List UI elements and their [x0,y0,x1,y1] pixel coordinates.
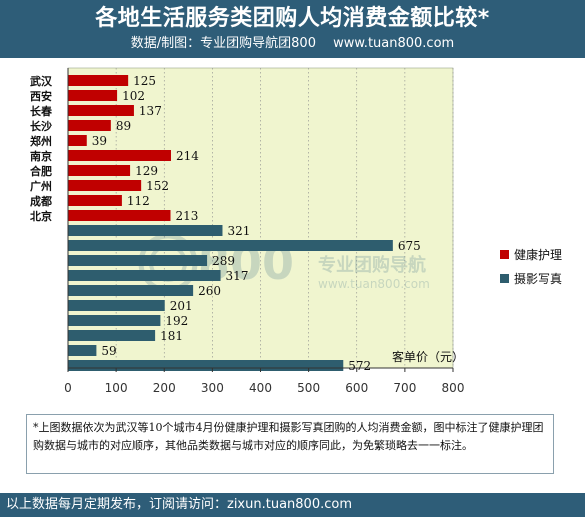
axes: 0 100 200 300 400 500 600 700 800 [64,68,464,395]
bar-photo-合肥 [68,315,161,326]
value-label: 112 [127,194,150,208]
bar-health-长沙 [68,120,111,131]
bars [68,75,393,371]
bar-health-合肥 [68,165,131,176]
bar-photo-西安 [68,240,393,251]
chart-title: 各地生活服务类团购人均消费金额比较* [95,6,490,31]
x-tick-label: 500 [297,381,320,395]
city-label: 长春 [30,104,53,118]
bar-health-郑州 [68,135,87,146]
value-label: 129 [135,164,158,178]
bar-photo-长春 [68,255,208,266]
watermark-brand-text: 专业团购导航 [318,254,426,276]
value-label: 213 [176,209,199,223]
x-tick-label: 200 [153,381,176,395]
footnote-box: *上图数据依次为武汉等10个城市4月份健康护理和摄影写真团购的人均消费金额，图中… [26,414,554,474]
x-tick-label: 300 [201,381,224,395]
bar-photo-广州 [68,330,156,341]
value-label: 39 [92,134,107,148]
value-label: 321 [227,224,250,238]
x-tick-label: 100 [105,381,128,395]
value-label: 152 [146,179,169,193]
bar-health-西安 [68,90,118,101]
city-label: 广州 [30,179,52,193]
value-label: 201 [170,299,193,313]
unit-label: 客单价（元） [392,349,464,364]
legend-swatch-1 [500,274,509,283]
value-label: 102 [122,89,145,103]
bar-health-北京 [68,210,171,221]
value-label: 137 [139,104,162,118]
bar-photo-郑州 [68,285,194,296]
value-label: 289 [212,254,235,268]
footer-banner: 以上数据每月定期发布，订阅请访问：zixun.tuan800.com [0,493,585,517]
city-label: 长沙 [30,119,52,133]
bar-photo-长沙 [68,270,221,281]
bar-health-成都 [68,195,122,206]
value-label: 572 [348,359,371,373]
watermark-url-text: www.tuan800.com [318,277,430,291]
value-label: 214 [176,149,199,163]
value-label: 59 [101,344,116,358]
bar-health-武汉 [68,75,129,86]
chart-subtitle: 数据/制图：专业团购导航团800 www.tuan800.com [130,36,455,51]
city-label: 成都 [30,194,52,208]
value-label: 675 [398,239,421,253]
bar-photo-成都 [68,345,97,356]
x-tick-label: 0 [64,381,72,395]
value-label: 260 [198,284,221,298]
x-tick-label: 400 [249,381,272,395]
value-label: 192 [165,314,188,328]
bar-photo-北京 [68,360,344,371]
bar-photo-武汉 [68,225,223,236]
bar-health-南京 [68,150,171,161]
bar-health-长春 [68,105,134,116]
chart-area: 800 专业团购导航 www.tuan800.com 0 100 200 300 400 50… [0,58,585,408]
city-label: 北京 [30,209,52,223]
bar-photo-南京 [68,300,165,311]
city-label: 合肥 [30,164,52,178]
value-label: 317 [226,269,249,283]
x-tick-label: 600 [345,381,368,395]
city-label: 武汉 [30,74,53,88]
legend-swatch-0 [500,250,509,259]
legend-label: 摄影写真 [514,271,562,286]
value-label: 181 [160,329,183,343]
value-label: 89 [116,119,131,133]
city-label: 郑州 [30,134,52,148]
city-label: 西安 [30,89,52,103]
legend-label: 健康护理 [514,247,562,262]
x-tick-label: 700 [393,381,416,395]
value-label: 125 [133,74,156,88]
city-label: 南京 [30,149,52,163]
header-banner: 各地生活服务类团购人均消费金额比较* 数据/制图：专业团购导航团800 www.… [0,0,585,58]
x-tick-label: 800 [442,381,465,395]
bar-health-广州 [68,180,142,191]
